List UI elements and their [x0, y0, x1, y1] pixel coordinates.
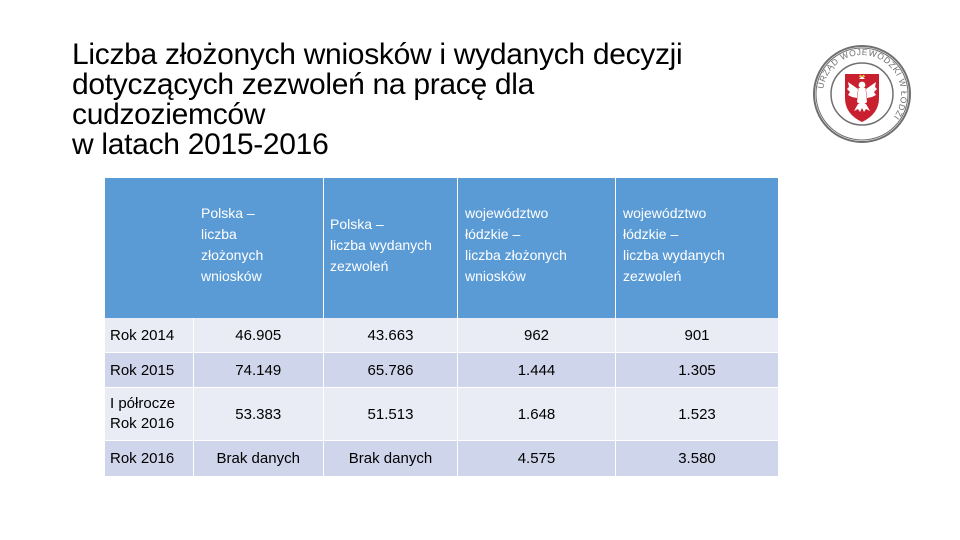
header-line: liczba: [201, 226, 237, 242]
row-label: Rok 2014: [105, 318, 193, 353]
header-line: Polska –: [201, 205, 255, 221]
header-line: zezwoleń: [623, 268, 682, 284]
cell-lodzkie-applications: 962: [457, 318, 616, 353]
header-line: województwo: [465, 205, 549, 221]
cell-lodzkie-permits: 1.305: [615, 352, 778, 388]
cell-poland-applications: Brak danych: [192, 440, 324, 476]
table-row: Rok 2015 74.149 65.786 1.444 1.305: [105, 352, 778, 388]
cell-lodzkie-permits: 1.523: [615, 387, 778, 441]
cell-lodzkie-applications: 1.444: [457, 352, 616, 388]
table-row: Rok 2014 46.905 43.663 962 901: [105, 318, 778, 353]
table-header-row: Polska – liczba złożonych wniosków Polsk…: [105, 178, 778, 318]
header-line: liczba wydanych: [623, 247, 725, 263]
title-line-4: w latach 2015-2016: [72, 128, 329, 161]
cell-poland-permits: 51.513: [323, 387, 458, 441]
cell-poland-applications: 74.149: [192, 352, 324, 388]
cell-lodzkie-applications: 4.575: [457, 440, 616, 476]
header-line: liczba złożonych: [465, 247, 567, 263]
row-label-line: Rok 2015: [110, 361, 175, 379]
cell-lodzkie-permits: 3.580: [615, 440, 778, 476]
row-label-line: I półrocze: [110, 395, 176, 412]
header-line: województwo: [623, 205, 707, 221]
cell-poland-permits: 65.786: [323, 352, 458, 388]
cell-poland-applications: 46.905: [192, 318, 324, 353]
title-line-2: dotyczących zezwoleń na pracę dla: [72, 68, 535, 101]
row-label-line: Rok 2016: [110, 450, 175, 467]
header-cell-empty: [105, 178, 193, 318]
header-line: wniosków: [201, 268, 262, 284]
header-poland-permits: Polska – liczba wydanych zezwoleń: [323, 178, 458, 318]
cell-poland-permits: 43.663: [323, 318, 458, 353]
row-label: I półrocze Rok 2016: [105, 387, 193, 441]
header-line: zezwoleń: [330, 258, 389, 274]
cell-lodzkie-applications: 1.648: [457, 387, 616, 441]
header-line: łódzkie –: [465, 226, 521, 242]
permits-table: Polska – liczba złożonych wniosków Polsk…: [105, 178, 778, 476]
table-row: I półrocze Rok 2016 53.383 51.513 1.648 …: [105, 387, 778, 441]
header-line: wniosków: [465, 268, 526, 284]
header-lodzkie-permits: województwo łódzkie – liczba wydanych ze…: [615, 178, 778, 318]
title-line-1: Liczba złożonych wniosków i wydanych dec…: [72, 38, 683, 71]
row-label: Rok 2016: [105, 440, 193, 476]
header-line: łódzkie –: [623, 226, 679, 242]
header-lodzkie-applications: województwo łódzkie – liczba złożonych w…: [457, 178, 616, 318]
header-line: Polska –: [330, 216, 384, 232]
row-label: Rok 2015: [105, 352, 193, 388]
urzad-wojewodzki-logo: URZĄD WOJEWÓDZKI W ŁODZI: [812, 44, 912, 144]
cell-poland-applications: 53.383: [192, 387, 324, 441]
header-poland-applications: Polska – liczba złożonych wniosków: [193, 178, 324, 318]
cell-lodzkie-permits: 901: [615, 318, 778, 353]
cell-poland-permits: Brak danych: [323, 440, 458, 476]
title-line-3: cudzoziemców: [72, 98, 266, 131]
table-row: Rok 2016 Brak danych Brak danych 4.575 3…: [105, 440, 778, 476]
slide-title: Liczba złożonych wniosków i wydanych dec…: [72, 40, 772, 160]
header-line: złożonych: [201, 247, 264, 263]
header-line: liczba wydanych: [330, 237, 432, 253]
row-label-line: Rok 2016: [110, 415, 175, 432]
row-label-line: Rok 2014: [110, 326, 175, 344]
eagle-emblem-icon: URZĄD WOJEWÓDZKI W ŁODZI: [813, 45, 911, 143]
